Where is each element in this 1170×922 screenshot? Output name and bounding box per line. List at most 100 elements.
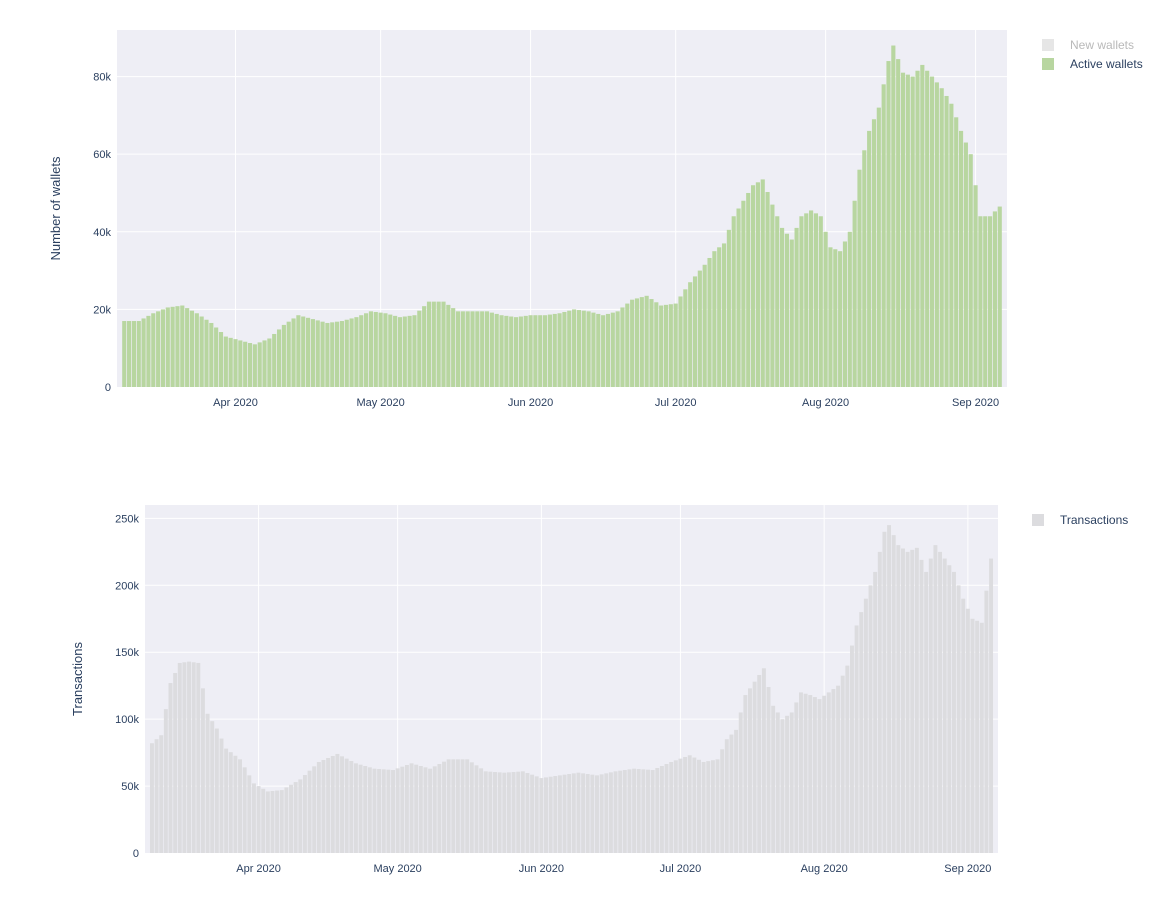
- bar: [726, 229, 731, 387]
- bar: [989, 558, 994, 853]
- bar: [789, 712, 794, 853]
- legend-item[interactable]: Transactions: [1032, 513, 1128, 527]
- bar: [344, 758, 349, 853]
- bar: [451, 308, 456, 387]
- bar: [939, 88, 944, 388]
- bar: [900, 72, 906, 388]
- bar: [622, 770, 627, 853]
- bar: [771, 705, 776, 853]
- bar: [775, 216, 780, 387]
- bar: [586, 311, 591, 387]
- bar: [649, 299, 654, 387]
- bar: [891, 535, 896, 853]
- bar: [731, 216, 736, 387]
- bar: [149, 743, 154, 853]
- bar: [673, 303, 678, 387]
- bar: [958, 130, 964, 387]
- bar: [377, 769, 382, 853]
- bar: [915, 70, 920, 388]
- bar: [238, 340, 243, 387]
- bar: [847, 231, 852, 387]
- bar: [654, 302, 659, 387]
- bar: [474, 765, 479, 853]
- bar: [650, 770, 655, 853]
- bar: [402, 316, 407, 387]
- bar: [644, 295, 649, 387]
- bar: [620, 307, 625, 387]
- bar: [845, 665, 850, 853]
- bar: [599, 774, 604, 853]
- bar: [289, 784, 293, 853]
- y-tick-label: 200k: [115, 580, 139, 592]
- bar: [330, 322, 335, 387]
- legend-item[interactable]: Active wallets: [1042, 57, 1143, 71]
- bar: [257, 342, 262, 388]
- bar: [469, 762, 474, 853]
- bar: [465, 311, 470, 387]
- bar: [794, 227, 799, 387]
- bar: [381, 769, 386, 853]
- bar: [191, 662, 196, 853]
- bar: [850, 645, 854, 853]
- bar: [233, 755, 238, 853]
- bar: [204, 319, 209, 387]
- y-tick-label: 0: [105, 382, 111, 394]
- bar: [479, 768, 484, 853]
- bar: [979, 622, 984, 853]
- bar: [750, 185, 756, 387]
- bar: [523, 315, 528, 387]
- bar: [933, 545, 938, 853]
- bar: [252, 344, 257, 387]
- bar: [497, 772, 502, 853]
- bar: [218, 332, 224, 387]
- bar: [707, 257, 712, 387]
- bar: [131, 321, 136, 387]
- bar: [970, 618, 975, 853]
- legend: Transactions: [1032, 513, 1128, 527]
- bar: [407, 315, 412, 387]
- legend-item[interactable]: New wallets: [1042, 38, 1134, 52]
- bar: [200, 688, 205, 853]
- bar: [437, 763, 442, 853]
- bar: [460, 759, 465, 853]
- bar: [367, 767, 372, 853]
- bar: [720, 749, 725, 853]
- bar: [513, 317, 519, 387]
- bar: [910, 549, 915, 853]
- bar: [838, 251, 843, 387]
- bar: [636, 769, 641, 853]
- bar: [924, 571, 929, 853]
- bar: [281, 324, 286, 387]
- bar: [432, 766, 437, 853]
- bar: [494, 313, 499, 387]
- bar: [655, 768, 660, 853]
- bar: [697, 270, 702, 387]
- legend-swatch: [1042, 58, 1054, 70]
- bar: [882, 531, 887, 853]
- bar: [293, 782, 298, 853]
- y-tick-label: 250k: [115, 513, 139, 525]
- bar: [307, 770, 312, 853]
- bar: [165, 307, 170, 387]
- bar: [516, 771, 521, 853]
- bar: [562, 774, 567, 853]
- bar: [905, 551, 910, 853]
- bar: [683, 289, 688, 387]
- bar: [567, 774, 572, 853]
- bar: [973, 185, 978, 387]
- bar: [340, 756, 344, 853]
- bar: [223, 336, 228, 387]
- bar: [127, 321, 132, 387]
- bar: [339, 321, 344, 387]
- bar: [765, 192, 770, 387]
- bar: [557, 313, 562, 387]
- bar: [321, 759, 326, 853]
- bar: [483, 771, 488, 853]
- bar: [896, 545, 901, 853]
- bar: [199, 316, 204, 387]
- bar: [539, 778, 544, 853]
- bar: [451, 759, 456, 853]
- bar: [618, 770, 623, 853]
- bar: [752, 681, 757, 853]
